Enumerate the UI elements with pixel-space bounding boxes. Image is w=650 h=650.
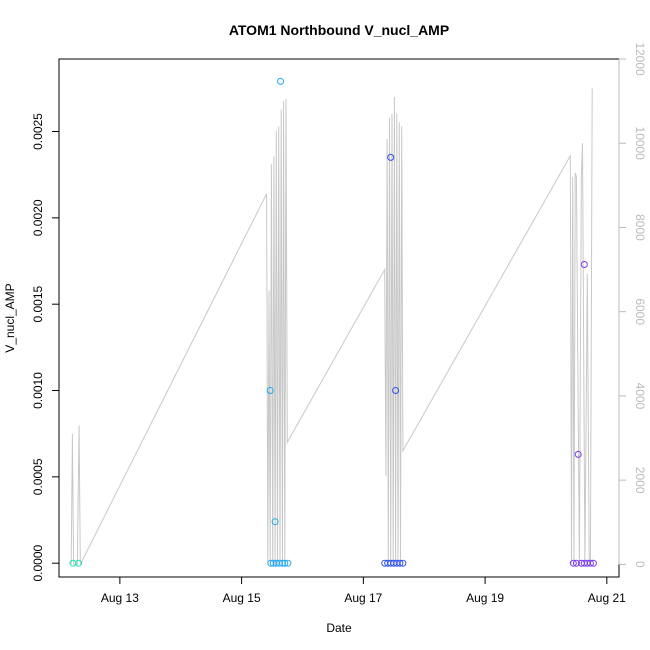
y-tick-label: 0.0005: [31, 458, 45, 495]
x-tick-label: Aug 13: [101, 591, 139, 605]
right-tick-label: 0: [633, 561, 647, 568]
x-tick-label: Aug 19: [466, 591, 504, 605]
data-point: [75, 559, 82, 567]
data-point: [396, 559, 404, 567]
y-tick-label: 0.0025: [31, 113, 45, 150]
y-tick-label: 0.0010: [31, 372, 45, 409]
data-point: [277, 77, 285, 85]
data-point: [569, 559, 577, 567]
x-tick-label: Aug 17: [344, 591, 382, 605]
data-point: [580, 261, 588, 268]
data-point: [399, 559, 407, 567]
data-point: [271, 518, 279, 526]
secondary-line-series: [70, 88, 593, 565]
scatter-points: [69, 77, 597, 567]
right-tick-label: 12000: [633, 42, 647, 76]
chart-title: ATOM1 Northbound V_nucl_AMP: [229, 22, 449, 38]
right-tick-label: 8000: [633, 214, 647, 241]
data-point: [266, 387, 274, 394]
data-point: [589, 559, 597, 567]
right-axis: 0 2000 4000 6000 8000 10000 12000: [618, 42, 647, 568]
data-point: [586, 559, 594, 567]
y-tick-label: 0.0015: [31, 286, 45, 323]
y-axis: 0.0000 0.0005 0.0010 0.0015 0.0020 0.0025: [31, 113, 60, 582]
right-tick-label: 10000: [633, 127, 647, 161]
x-axis: Aug 13 Aug 15 Aug 17 Aug 19 Aug 21: [101, 576, 626, 605]
right-tick-label: 4000: [633, 383, 647, 410]
data-point: [574, 450, 582, 458]
data-point: [572, 559, 580, 567]
secondary-line: [70, 88, 593, 565]
y-tick-label: 0.0000: [31, 545, 45, 582]
data-point: [387, 153, 395, 161]
data-point: [392, 387, 400, 394]
plot-frame: [58, 58, 620, 578]
x-tick-label: Aug 15: [223, 591, 261, 605]
data-point: [284, 559, 292, 567]
y-tick-label: 0.0020: [31, 199, 45, 236]
right-tick-label: 6000: [633, 298, 647, 325]
right-tick-label: 2000: [633, 467, 647, 494]
data-point: [281, 559, 289, 567]
y-axis-label: V_nucl_AMP: [3, 283, 17, 352]
x-tick-label: Aug 21: [588, 591, 626, 605]
x-axis-label: Date: [326, 621, 352, 635]
